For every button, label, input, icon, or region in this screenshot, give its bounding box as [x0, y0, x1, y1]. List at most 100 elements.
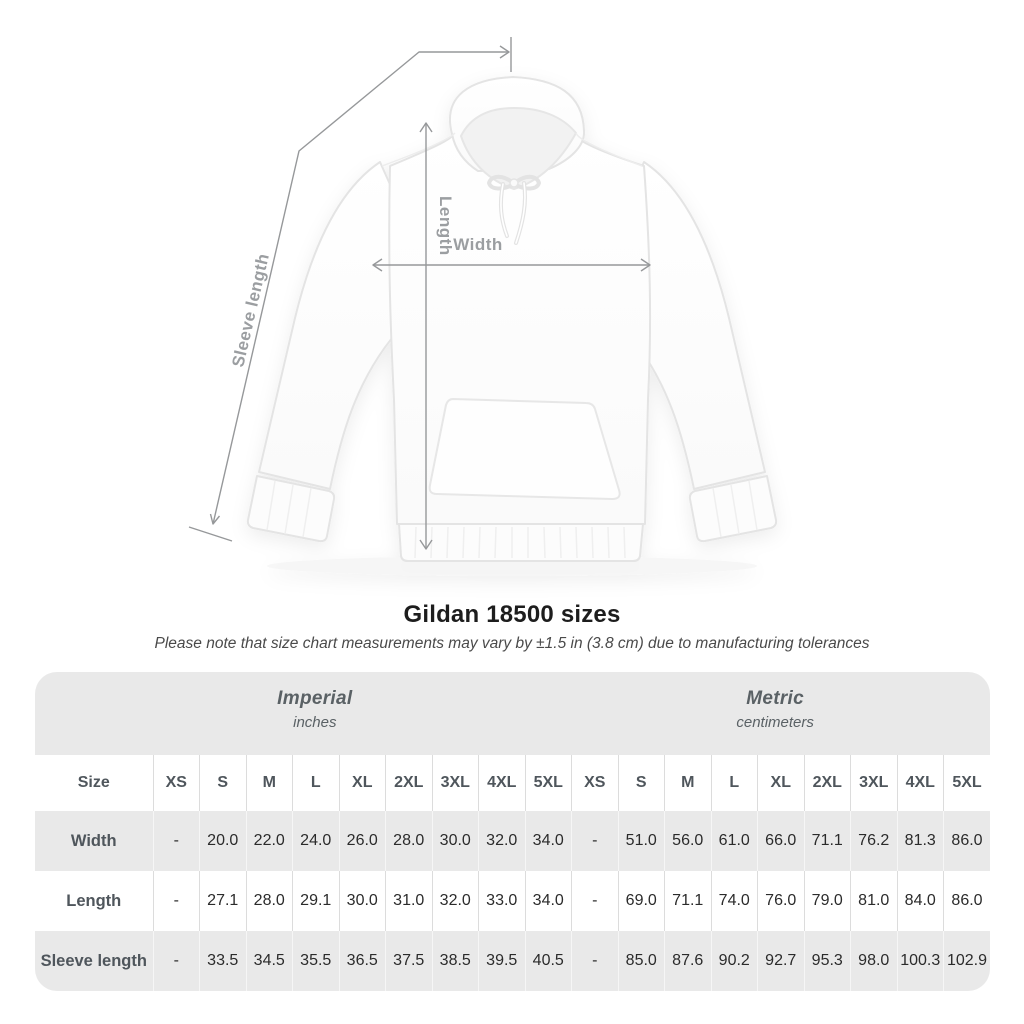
value-cell: 33.0	[478, 871, 525, 931]
value-cell: 29.1	[292, 871, 339, 931]
value-cell: 74.0	[710, 871, 758, 931]
size-header-cell: XL	[757, 755, 804, 811]
size-header-cell: M	[245, 755, 293, 811]
unit-sub: centimeters	[736, 714, 814, 731]
length-arrow	[419, 122, 433, 550]
value-cell: 61.0	[710, 811, 758, 871]
value-cell: 34.5	[245, 931, 293, 991]
value-cell: 95.3	[803, 931, 851, 991]
table-row-width: Width - 20.0 22.0 24.0 26.0 28.0 30.0 32…	[35, 811, 990, 871]
value-cell: 84.0	[896, 871, 944, 931]
value-cell: 27.1	[199, 871, 246, 931]
width-arrow	[372, 258, 651, 272]
hem-band	[398, 523, 644, 562]
size-header-cell: M	[664, 755, 711, 811]
value-cell: 81.0	[850, 871, 897, 931]
value-cell: 32.0	[478, 811, 525, 871]
size-table: Imperial inches Metric centimeters Size …	[35, 672, 990, 991]
value-cell: 69.0	[617, 871, 665, 931]
value-cell: -	[571, 811, 618, 871]
right-cuff	[688, 475, 778, 543]
hoodie-image	[246, 76, 778, 576]
size-header-cell: 2XL	[385, 755, 432, 811]
value-cell: 81.3	[896, 811, 944, 871]
value-cell: 39.5	[478, 931, 525, 991]
value-cell: 76.0	[757, 871, 804, 931]
value-cell: 102.9	[943, 931, 990, 991]
size-header-cell: L	[710, 755, 758, 811]
value-cell: 20.0	[199, 811, 246, 871]
value-cell: 32.0	[431, 871, 479, 931]
row-label: Length	[35, 871, 153, 931]
value-cell: 71.1	[803, 811, 851, 871]
value-cell: 33.5	[199, 931, 246, 991]
unit-header-imperial: Imperial inches	[277, 688, 352, 731]
size-header-row: Size XS S M L XL 2XL 3XL 4XL 5XL XS S M …	[35, 755, 990, 811]
unit-header-metric: Metric centimeters	[736, 688, 814, 731]
size-header-cell: 5XL	[943, 755, 990, 811]
value-cell: 90.2	[710, 931, 758, 991]
value-cell: 28.0	[245, 871, 293, 931]
table-row-length: Length - 27.1 28.0 29.1 30.0 31.0 32.0 3…	[35, 871, 990, 931]
unit-sub: inches	[293, 714, 337, 731]
value-cell: 38.5	[431, 931, 479, 991]
size-column-header: Size	[35, 755, 153, 811]
size-header-cell: 2XL	[803, 755, 851, 811]
value-cell: 28.0	[385, 811, 432, 871]
value-cell: 87.6	[664, 931, 711, 991]
value-cell: 30.0	[338, 871, 386, 931]
value-cell: -	[152, 931, 200, 991]
hoodie-diagram: Width Length Sleeve length	[188, 37, 778, 576]
table-row-sleeve-length: Sleeve length - 33.5 34.5 35.5 36.5 37.5…	[35, 931, 990, 991]
page-subtitle: Please note that size chart measurements…	[154, 635, 870, 652]
value-cell: 79.0	[803, 871, 851, 931]
drawstring-knot	[509, 178, 519, 188]
left-cuff	[246, 475, 336, 543]
measurement-lines	[188, 37, 651, 550]
value-cell: 34.0	[524, 811, 572, 871]
value-cell: 98.0	[850, 931, 897, 991]
value-cell: 51.0	[617, 811, 665, 871]
value-cell: 26.0	[338, 811, 386, 871]
value-cell: 71.1	[664, 871, 711, 931]
size-header-cell: S	[199, 755, 246, 811]
value-cell: -	[152, 811, 200, 871]
size-header-cell: XS	[571, 755, 618, 811]
right-sleeve	[626, 161, 766, 490]
value-cell: 40.5	[524, 931, 572, 991]
size-header-cell: 5XL	[524, 755, 572, 811]
row-label: Sleeve length	[35, 931, 153, 991]
size-header-cell: L	[292, 755, 339, 811]
page-title: Gildan 18500 sizes	[403, 601, 621, 628]
size-header-cell: XL	[338, 755, 386, 811]
pocket	[428, 398, 621, 500]
table-unit-band: Imperial inches Metric centimeters	[35, 672, 990, 755]
value-cell: 86.0	[943, 811, 990, 871]
value-cell: 100.3	[896, 931, 944, 991]
size-header-cell: XS	[152, 755, 200, 811]
value-cell: -	[571, 931, 618, 991]
value-cell: 22.0	[245, 811, 293, 871]
sleeve-length-arrow	[188, 37, 512, 542]
value-cell: 30.0	[431, 811, 479, 871]
size-header-cell: S	[617, 755, 665, 811]
value-cell: 37.5	[385, 931, 432, 991]
value-cell: 35.5	[292, 931, 339, 991]
value-cell: 92.7	[757, 931, 804, 991]
value-cell: 85.0	[617, 931, 665, 991]
row-label: Width	[35, 811, 153, 871]
value-cell: -	[571, 871, 618, 931]
sleeve-length-label: Sleeve length	[228, 251, 273, 368]
value-cell: 86.0	[943, 871, 990, 931]
length-label: Length	[436, 196, 455, 256]
value-cell: 34.0	[524, 871, 572, 931]
left-sleeve	[258, 161, 398, 490]
value-cell: 31.0	[385, 871, 432, 931]
size-header-cell: 3XL	[850, 755, 897, 811]
size-header-cell: 4XL	[478, 755, 525, 811]
unit-name: Imperial	[277, 688, 353, 709]
size-table-grid: Size XS S M L XL 2XL 3XL 4XL 5XL XS S M …	[35, 755, 990, 991]
value-cell: 56.0	[664, 811, 711, 871]
unit-name: Metric	[746, 688, 804, 709]
size-header-cell: 4XL	[896, 755, 944, 811]
